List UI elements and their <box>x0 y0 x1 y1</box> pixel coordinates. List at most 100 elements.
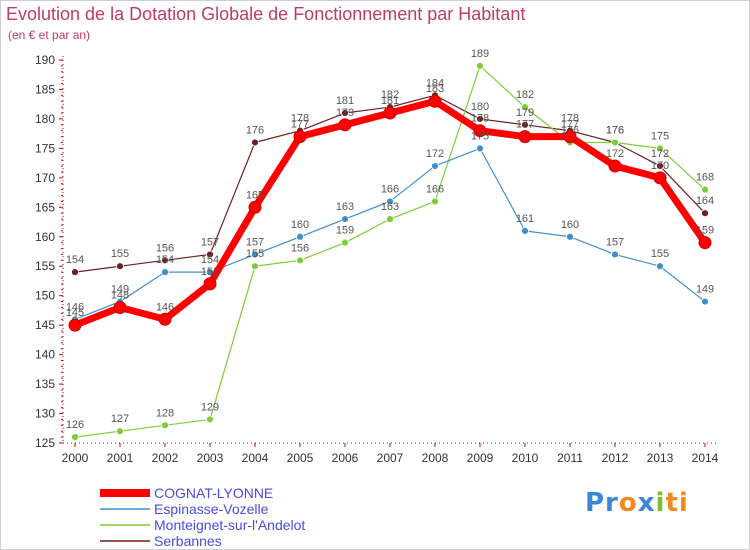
data-label: 177 <box>291 119 309 131</box>
data-point <box>518 130 532 144</box>
y-tick-label: 150 <box>35 289 55 303</box>
data-label: 183 <box>426 83 444 95</box>
data-point <box>521 120 529 129</box>
data-point <box>566 232 574 241</box>
data-point <box>251 250 259 259</box>
data-point <box>251 262 259 271</box>
chart-subtitle: (en € et par an) <box>8 28 91 42</box>
x-tick-label: 2000 <box>62 451 89 465</box>
data-point <box>656 262 664 271</box>
data-point <box>206 415 214 424</box>
data-label: 154 <box>66 254 84 266</box>
data-label: 160 <box>561 219 579 231</box>
data-label: 177 <box>516 119 534 131</box>
x-tick-label: 2002 <box>152 451 179 465</box>
data-label: 170 <box>651 160 669 172</box>
data-label: 175 <box>651 130 669 142</box>
series-line-espinasse-vozelle <box>74 147 706 320</box>
data-label: 146 <box>66 301 84 313</box>
data-label: 145 <box>66 307 84 319</box>
data-point <box>656 144 664 153</box>
y-tick-label: 135 <box>35 377 55 391</box>
data-label: 177 <box>561 119 579 131</box>
data-point <box>431 162 439 170</box>
x-tick-label: 2014 <box>692 451 719 465</box>
data-label: 189 <box>471 48 489 60</box>
data-label: 176 <box>606 124 624 136</box>
x-tick-label: 2011 <box>557 451 583 465</box>
data-point <box>293 130 307 144</box>
data-point <box>386 215 394 223</box>
data-point <box>68 318 82 332</box>
data-point <box>656 162 664 170</box>
y-tick-label: 145 <box>35 318 55 332</box>
data-label: 154 <box>156 254 174 266</box>
legend-label: Espinasse-Vozelle <box>154 501 269 517</box>
data-point <box>521 103 529 112</box>
data-point <box>206 250 214 259</box>
data-point <box>341 215 349 223</box>
data-point <box>116 427 124 436</box>
data-label: 176 <box>246 124 264 136</box>
legend-label: Serbannes <box>154 533 222 549</box>
data-label: 128 <box>156 407 174 419</box>
x-tick-label: 2004 <box>242 451 269 465</box>
data-label: 149 <box>111 284 129 296</box>
data-label: 181 <box>336 95 354 107</box>
data-label: 166 <box>426 183 444 195</box>
data-label: 127 <box>111 413 129 425</box>
y-tick-label: 160 <box>35 230 55 244</box>
data-label: 163 <box>381 201 399 213</box>
data-label: 182 <box>516 89 534 101</box>
data-label: 161 <box>516 213 534 225</box>
data-label: 163 <box>336 201 354 213</box>
data-label: 176 <box>561 124 579 136</box>
data-point <box>473 124 487 138</box>
data-point <box>71 433 79 442</box>
data-label: 148 <box>111 289 129 301</box>
x-tick-label: 2008 <box>422 451 449 465</box>
x-tick-label: 2007 <box>377 451 404 465</box>
data-label: 178 <box>291 113 309 125</box>
y-tick-label: 170 <box>35 171 55 185</box>
y-tick-label: 175 <box>35 141 55 155</box>
data-point <box>296 232 304 241</box>
x-tick-label: 2009 <box>467 451 494 465</box>
data-label: 179 <box>336 107 354 119</box>
data-point <box>341 238 349 247</box>
data-label: 181 <box>381 95 399 107</box>
x-tick-label: 2006 <box>332 451 359 465</box>
data-point <box>296 256 304 265</box>
data-label: 149 <box>696 284 714 296</box>
legend: COGNAT-LYONNEEspinasse-VozelleMonteignet… <box>100 485 305 549</box>
data-label: 166 <box>381 183 399 195</box>
legend-label: Monteignet-sur-l'Andelot <box>154 517 305 533</box>
data-label: 175 <box>471 130 489 142</box>
data-point <box>158 312 172 326</box>
data-label: 154 <box>201 254 219 266</box>
data-label: 157 <box>246 236 264 248</box>
data-point <box>161 421 169 430</box>
data-point <box>431 197 439 206</box>
data-point <box>476 115 484 123</box>
data-label: 126 <box>66 419 84 431</box>
data-point <box>476 144 484 153</box>
data-point <box>338 118 352 132</box>
chart-title: Evolution de la Dotation Globale de Fonc… <box>6 4 526 24</box>
data-point <box>521 226 529 235</box>
y-tick-label: 130 <box>35 407 55 421</box>
y-tick-label: 165 <box>35 200 55 214</box>
y-tick-label: 125 <box>35 436 55 450</box>
data-point <box>428 94 442 108</box>
data-label: 155 <box>246 248 264 260</box>
x-tick-label: 2005 <box>287 451 314 465</box>
data-point <box>701 297 709 306</box>
data-label: 159 <box>336 225 354 237</box>
data-point <box>248 200 262 214</box>
data-point <box>476 61 484 70</box>
data-point <box>608 159 622 173</box>
data-point <box>701 209 709 218</box>
data-label: 182 <box>381 89 399 101</box>
